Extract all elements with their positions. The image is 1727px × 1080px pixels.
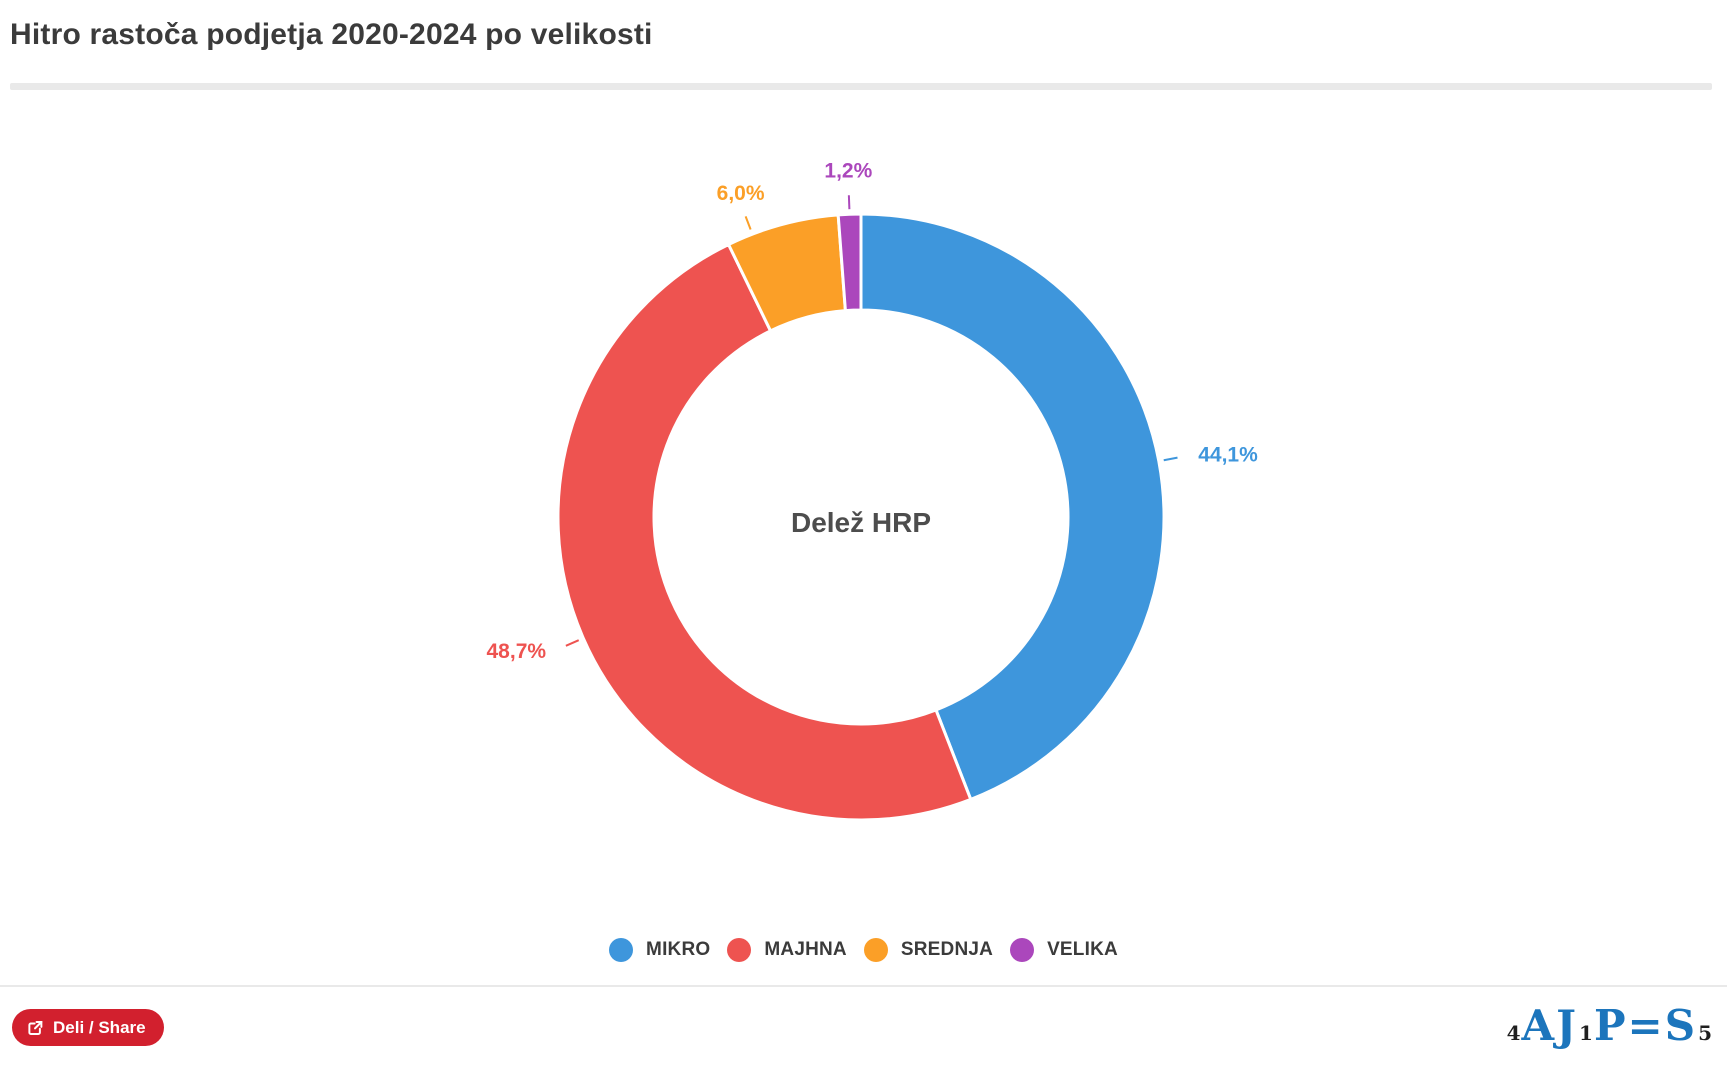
- logo-digit: 1: [1579, 1021, 1593, 1045]
- slice-label-srednja: 6,0%: [717, 182, 765, 205]
- slice-label-connector-velika: [847, 195, 851, 210]
- legend-item-srednja[interactable]: SREDNJA: [863, 938, 994, 962]
- share-button-label: Deli / Share: [53, 1017, 146, 1037]
- share-button[interactable]: Deli / Share: [12, 1009, 164, 1046]
- page-title: Hitro rastoča podjetja 2020-2024 po veli…: [10, 18, 653, 51]
- slice-label-connector-srednja: [744, 216, 752, 230]
- legend-marker-velika: [1010, 938, 1035, 962]
- title-divider: [10, 83, 1712, 90]
- slice-label-connector-mikro: [1163, 456, 1178, 462]
- legend-label: VELIKA: [1047, 939, 1118, 960]
- slice-label-mikro: 44,1%: [1198, 444, 1258, 467]
- legend-label: MAJHNA: [764, 939, 847, 960]
- legend-label: SREDNJA: [900, 939, 994, 960]
- slice-label-velika: 1,2%: [824, 160, 872, 183]
- slice-label-connector-majhna: [565, 639, 580, 647]
- logo-letter: P: [1593, 1001, 1628, 1050]
- logo-letter: J: [1556, 1001, 1579, 1050]
- logo-digit: 4: [1506, 1021, 1521, 1045]
- legend-item-velika[interactable]: VELIKA: [1010, 938, 1118, 962]
- legend-marker-srednja: [863, 938, 888, 962]
- legend-marker-mikro: [609, 938, 634, 962]
- donut-center-label: Delež HRP: [790, 507, 932, 538]
- logo-letter: =: [1627, 1001, 1665, 1050]
- legend-marker-majhna: [727, 938, 752, 962]
- share-icon: [28, 1020, 43, 1035]
- logo-letter: A: [1521, 1001, 1557, 1050]
- donut-slice-velika[interactable]: [836, 212, 863, 313]
- legend-item-mikro[interactable]: MIKRO: [609, 938, 710, 962]
- logo-digit: 5: [1698, 1021, 1712, 1045]
- footer-divider: [0, 985, 1727, 987]
- donut-slice-mikro[interactable]: [859, 212, 1166, 801]
- chart-legend: MIKRO MAJHNA SREDNJA VELIKA: [0, 938, 1727, 962]
- donut-slice-majhna[interactable]: [556, 242, 973, 822]
- logo-letter: S: [1664, 1001, 1698, 1050]
- legend-item-majhna[interactable]: MAJHNA: [727, 938, 847, 962]
- slice-label-majhna: 48,7%: [487, 640, 547, 663]
- ajpes-logo[interactable]: 4 A J 1 P = S 5: [1506, 1000, 1713, 1052]
- legend-label: MIKRO: [646, 939, 711, 960]
